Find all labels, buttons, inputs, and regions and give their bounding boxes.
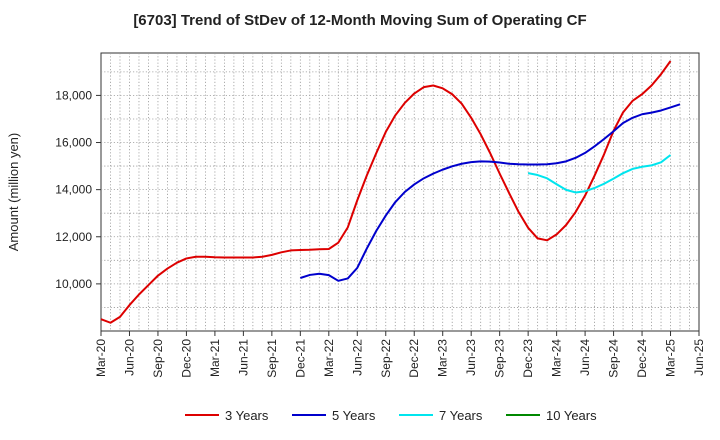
x-tick-label: Jun-25 <box>692 339 706 376</box>
series-lines <box>100 60 681 324</box>
x-axis-ticks: Mar-20 Jun-20 Sep-20 Dec-20 Mar-21 Jun-21 Sep-… <box>94 331 706 378</box>
x-tick-label: Mar-23 <box>436 339 450 377</box>
y-axis-ticks: 10,000 12,000 14,000 16,000 18,000 <box>55 88 101 291</box>
legend-item: 10 Years <box>506 408 597 423</box>
y-tick-label: 16,000 <box>55 136 92 150</box>
y-tick-label: 14,000 <box>55 183 92 197</box>
plot-area <box>100 52 700 332</box>
x-tick-label: Mar-25 <box>664 339 678 377</box>
y-tick-label: 18,000 <box>55 88 92 102</box>
x-tick-label: Mar-24 <box>550 339 564 377</box>
x-tick-label: Mar-22 <box>322 339 336 377</box>
x-tick-label: Dec-20 <box>179 339 193 378</box>
x-tick-label: Sep-23 <box>493 339 507 378</box>
x-tick-label: Dec-24 <box>635 339 649 378</box>
legend-label: 7 Years <box>439 408 483 423</box>
legend: 3 Years 5 Years 7 Years 10 Years <box>185 408 597 423</box>
y-tick-label: 12,000 <box>55 230 92 244</box>
x-tick-label: Dec-21 <box>293 339 307 378</box>
y-tick-label: 10,000 <box>55 277 92 291</box>
series-line-7-years <box>527 154 672 194</box>
x-tick-label: Jun-22 <box>350 339 364 376</box>
legend-item: 3 Years <box>185 408 269 423</box>
series-line-3-years <box>100 60 672 324</box>
y-axis-label: Amount (million yen) <box>6 133 21 252</box>
x-tick-label: Sep-22 <box>379 339 393 378</box>
grid-lines <box>101 53 699 331</box>
x-tick-label: Jun-24 <box>578 339 592 376</box>
chart-title: [6703] Trend of StDev of 12-Month Moving… <box>133 12 587 29</box>
x-tick-label: Sep-21 <box>265 339 279 378</box>
x-tick-label: Sep-24 <box>607 339 621 378</box>
legend-item: 5 Years <box>292 408 376 423</box>
x-tick-label: Jun-20 <box>122 339 136 376</box>
x-tick-label: Jun-21 <box>236 339 250 376</box>
x-tick-label: Dec-23 <box>521 339 535 378</box>
legend-label: 10 Years <box>546 408 597 423</box>
x-tick-label: Jun-23 <box>464 339 478 376</box>
legend-label: 5 Years <box>332 408 376 423</box>
x-tick-label: Dec-22 <box>407 339 421 378</box>
series-line-5-years <box>300 103 681 282</box>
x-tick-label: Sep-20 <box>151 339 165 378</box>
legend-label: 3 Years <box>225 408 269 423</box>
x-tick-label: Mar-21 <box>208 339 222 377</box>
x-tick-label: Mar-20 <box>94 339 108 377</box>
legend-item: 7 Years <box>399 408 483 423</box>
